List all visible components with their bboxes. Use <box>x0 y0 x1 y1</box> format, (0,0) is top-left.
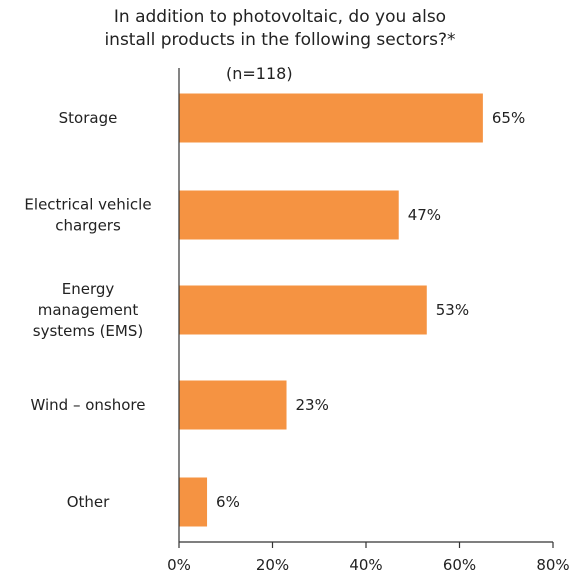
x-tick-label: 60% <box>443 556 476 574</box>
category-labels: Storage Electrical vehicle chargers Energy m… <box>24 109 151 511</box>
bar <box>179 285 427 335</box>
category-label: Electrical vehicle chargers <box>24 196 151 235</box>
category-label: Wind – onshore <box>31 396 146 414</box>
x-tick-label: 40% <box>349 556 382 574</box>
x-axis: 0% 20% 40% 60% 80% <box>167 68 570 574</box>
bars-group <box>179 93 483 527</box>
value-label: 65% <box>492 109 525 127</box>
chart-title-line-2: install products in the following sector… <box>104 30 456 50</box>
bar <box>179 190 399 240</box>
value-labels: 65% 47% 53% 23% 6% <box>216 109 525 511</box>
category-label: Other <box>67 493 110 511</box>
category-label: Storage <box>59 109 118 127</box>
value-label: 23% <box>296 396 329 414</box>
chart-subtitle: (n=118) <box>226 64 293 83</box>
bar <box>179 93 483 143</box>
chart-title-line-1: In addition to photovoltaic, do you also <box>113 7 447 27</box>
value-label: 47% <box>408 206 441 224</box>
bar <box>179 477 208 527</box>
x-tick-label: 0% <box>167 556 191 574</box>
category-label: Energy management systems (EMS) <box>33 280 143 340</box>
bar <box>179 380 287 430</box>
chart-title: In addition to photovoltaic, do you also… <box>0 6 560 52</box>
value-label: 6% <box>216 493 240 511</box>
x-tick-label: 80% <box>536 556 569 574</box>
x-tick-label: 20% <box>256 556 289 574</box>
value-label: 53% <box>436 301 469 319</box>
